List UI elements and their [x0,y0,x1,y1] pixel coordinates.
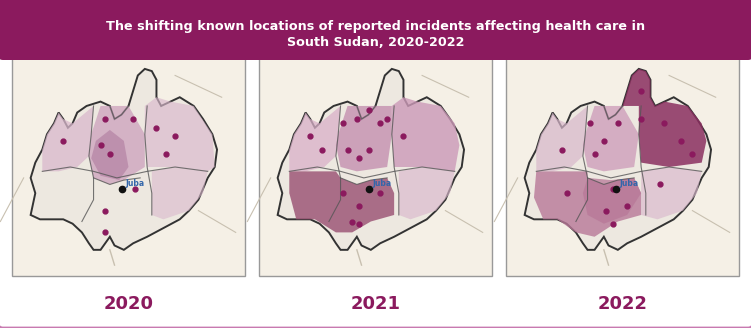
Polygon shape [336,106,392,171]
Text: Juba: Juba [620,179,638,188]
Polygon shape [91,130,128,180]
Polygon shape [278,69,464,250]
Bar [12,58,245,276]
FancyBboxPatch shape [0,0,751,60]
Polygon shape [534,171,641,237]
Polygon shape [89,106,145,184]
Polygon shape [623,69,707,167]
Bar [259,58,492,276]
Text: 2022: 2022 [598,295,647,313]
Polygon shape [289,106,340,171]
Polygon shape [583,178,641,224]
Polygon shape [145,97,215,171]
Text: Juba: Juba [372,179,391,188]
Polygon shape [536,106,587,171]
Text: 2021: 2021 [351,295,400,313]
Text: South Sudan, 2020-2022: South Sudan, 2020-2022 [287,36,464,49]
Text: 2020: 2020 [104,295,153,313]
Text: Juba: Juba [125,179,145,188]
Polygon shape [42,106,94,171]
Text: The shifting known locations of reported incidents affecting health care in: The shifting known locations of reported… [106,20,645,33]
Polygon shape [289,171,394,233]
Polygon shape [31,69,217,250]
Polygon shape [525,69,711,250]
Polygon shape [583,106,639,171]
Polygon shape [152,167,208,219]
Polygon shape [399,167,454,219]
Polygon shape [392,97,460,171]
Polygon shape [641,167,701,219]
Bar [506,58,739,276]
